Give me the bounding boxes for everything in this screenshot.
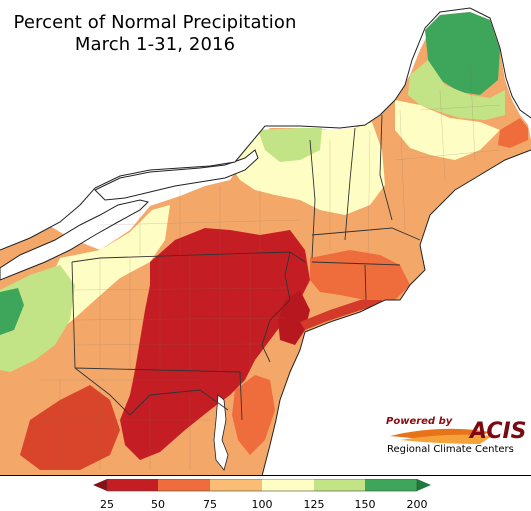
legend-colorbar bbox=[93, 479, 431, 492]
acis-swoosh-icon bbox=[390, 428, 492, 444]
lake-erie bbox=[0, 199, 149, 281]
legend-tick: 75 bbox=[203, 498, 217, 511]
vt-nh-border bbox=[344, 127, 356, 241]
legend: 25 50 75 100 125 150 200 bbox=[0, 476, 531, 511]
ma-south-border bbox=[311, 261, 401, 266]
region-125-150-adirondack bbox=[258, 128, 322, 162]
region-25-50-li bbox=[300, 296, 385, 330]
ny-pa-border bbox=[71, 251, 306, 263]
logo-powered-by: Powered by bbox=[386, 416, 453, 427]
legend-tick: 25 bbox=[100, 498, 114, 511]
legend-bin-100-125 bbox=[262, 479, 314, 491]
region-125-150-maine bbox=[408, 60, 505, 120]
legend-tick: 100 bbox=[251, 498, 273, 511]
atlantic-ocean bbox=[262, 150, 531, 475]
legend-tick: 200 bbox=[406, 498, 428, 511]
legend-tick: 125 bbox=[303, 498, 325, 511]
region-25-50-sw bbox=[20, 385, 120, 470]
wv-border bbox=[74, 367, 151, 416]
precipitation-map bbox=[0, 0, 531, 475]
county-lines bbox=[40, 59, 501, 470]
coastline bbox=[261, 149, 531, 475]
region-25-50-core bbox=[120, 228, 310, 460]
md-va-border bbox=[149, 389, 229, 411]
legend-tick: 50 bbox=[151, 498, 165, 511]
map-frame: Percent of Normal Precipitation March 1-… bbox=[0, 0, 531, 476]
region-150-200-west bbox=[0, 288, 24, 335]
legend-bin-50-75 bbox=[158, 479, 210, 491]
state-boundaries bbox=[71, 114, 421, 421]
legend-bin-125-150 bbox=[314, 479, 365, 491]
ct-ri-border bbox=[364, 264, 367, 301]
chesapeake-bay bbox=[213, 394, 229, 471]
region-100-125-west bbox=[48, 205, 170, 330]
map-date-range: March 1-31, 2016 bbox=[74, 34, 236, 55]
nj-west-border bbox=[261, 251, 291, 363]
region-50-75-delmarva bbox=[232, 375, 275, 455]
region-100-125-maine bbox=[395, 100, 500, 160]
legend-bin-150-200 bbox=[365, 479, 417, 491]
canada-area bbox=[0, 0, 531, 250]
us-canada-border bbox=[0, 7, 531, 251]
logo-rcc: Regional Climate Centers bbox=[387, 444, 514, 455]
ny-vt-border bbox=[309, 139, 316, 259]
pa-west-border bbox=[71, 261, 76, 369]
pa-south-border bbox=[74, 367, 241, 373]
region-150-200-maine bbox=[425, 12, 500, 95]
logo-acis: ACIS bbox=[470, 419, 527, 444]
nh-me-border bbox=[379, 114, 393, 221]
legend-bin-75-100 bbox=[210, 479, 262, 491]
legend-arrow-left bbox=[93, 479, 107, 491]
legend-bin-25-50 bbox=[107, 479, 158, 491]
de-md-border bbox=[239, 371, 243, 421]
legend-tick: 150 bbox=[354, 498, 376, 511]
map-title: Percent of Normal Precipitation bbox=[13, 12, 297, 33]
lake-ontario bbox=[94, 149, 259, 201]
region-50-75-maine-coast bbox=[498, 118, 528, 148]
ma-north-border bbox=[311, 227, 421, 241]
legend-arrow-right bbox=[417, 479, 431, 491]
acis-logo: Powered by ACIS Regional Climate Centers bbox=[380, 414, 530, 460]
